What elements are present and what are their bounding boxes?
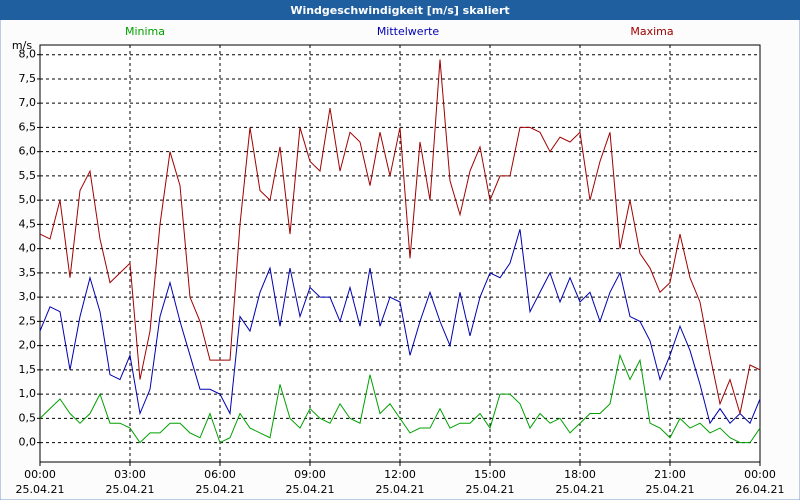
y-tick-label: 1,5 [19, 363, 37, 376]
x-tick-date: 25.04.21 [16, 483, 65, 496]
series-label: Mittelwerte [377, 25, 440, 38]
x-tick-label: 03:00 [114, 468, 146, 481]
x-tick-date: 25.04.21 [646, 483, 695, 496]
y-tick-label: 6,0 [19, 145, 37, 158]
y-tick-label: 5,0 [19, 193, 37, 206]
data-line [39, 229, 761, 425]
y-tick-label: 0,5 [19, 411, 37, 424]
x-tick-label: 09:00 [294, 468, 326, 481]
data-line [39, 59, 761, 414]
y-tick-label: 6,5 [19, 120, 37, 133]
y-tick-label: 8,0 [19, 48, 37, 61]
x-tick-label: 18:00 [564, 468, 596, 481]
x-tick-date: 25.04.21 [106, 483, 155, 496]
series-label: Minima [125, 25, 165, 38]
series-label: Maxima [630, 25, 673, 38]
y-tick-label: 2,5 [19, 314, 37, 327]
y-unit: m/s [12, 39, 32, 52]
y-tick-label: 1,0 [19, 387, 37, 400]
y-tick-label: 3,5 [19, 266, 37, 279]
x-tick-label: 06:00 [204, 468, 236, 481]
y-tick-label: 4,0 [19, 242, 37, 255]
x-tick-date: 25.04.21 [466, 483, 515, 496]
x-tick-date: 25.04.21 [376, 483, 425, 496]
x-tick-date: 25.04.21 [556, 483, 605, 496]
data-line [39, 353, 761, 444]
y-tick-label: 0,0 [19, 436, 37, 449]
x-tick-label: 15:00 [474, 468, 506, 481]
x-tick-label: 12:00 [384, 468, 416, 481]
y-tick-label: 3,0 [19, 290, 37, 303]
chart-title: Windgeschwindigkeit [m/s] skaliert [290, 4, 509, 17]
x-tick-date: 25.04.21 [286, 483, 335, 496]
y-tick-label: 2,0 [19, 339, 37, 352]
y-tick-label: 4,5 [19, 217, 37, 230]
x-tick-label: 00:00 [744, 468, 776, 481]
x-tick-label: 00:00 [24, 468, 56, 481]
y-tick-label: 7,0 [19, 96, 37, 109]
y-tick-label: 5,5 [19, 169, 37, 182]
y-tick-label: 7,5 [19, 72, 37, 85]
title-bar [0, 0, 800, 20]
x-tick-label: 21:00 [654, 468, 686, 481]
x-tick-date: 26.04.21 [736, 483, 785, 496]
x-tick-date: 25.04.21 [196, 483, 245, 496]
